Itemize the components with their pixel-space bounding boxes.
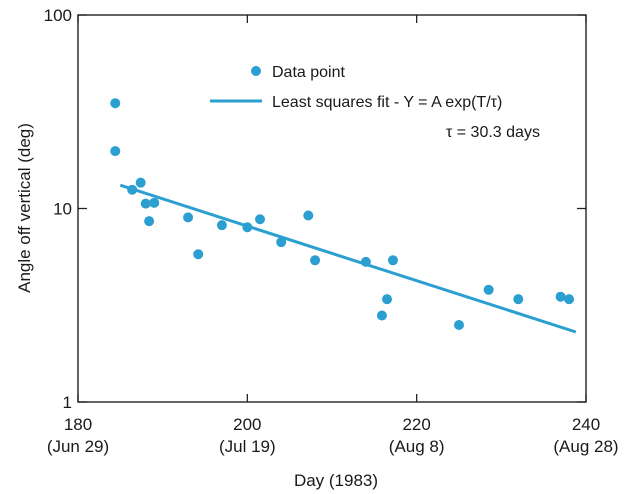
x-tick-label: 180 — [64, 415, 92, 434]
x-axis-label: Day (1983) — [294, 471, 378, 490]
data-point — [193, 249, 204, 260]
x-tick-label: 240 — [572, 415, 600, 434]
data-points — [110, 98, 575, 330]
legend-label-fit: Least squares fit - Y = A exp(T/τ) — [272, 94, 502, 111]
y-tick-label: 1 — [63, 393, 72, 412]
x-tick-sublabel: (Jul 19) — [219, 437, 276, 456]
data-point — [183, 212, 194, 223]
data-point — [255, 214, 266, 225]
data-point — [382, 294, 393, 305]
data-point — [360, 256, 371, 267]
legend-label-data-point: Data point — [272, 64, 345, 81]
data-point — [110, 146, 121, 157]
data-point — [376, 310, 387, 321]
x-tick-label: 220 — [402, 415, 430, 434]
x-tick-labels: 180 (Jun 29) 200 (Jul 19) 220 (Aug 8) 240 (Aug … — [47, 415, 619, 456]
data-point — [276, 237, 287, 248]
data-point — [564, 294, 575, 305]
legend-marker-data-point — [251, 66, 261, 76]
data-point — [135, 177, 146, 188]
axis-ticks — [77, 14, 587, 403]
data-point — [216, 220, 227, 231]
x-tick-sublabel: (Aug 28) — [553, 437, 618, 456]
y-axis-label: Angle off vertical (deg) — [15, 123, 34, 293]
data-point — [513, 294, 524, 305]
y-tick-labels: 1 10 100 — [44, 6, 72, 412]
data-point — [387, 255, 398, 266]
y-tick-label: 10 — [53, 200, 72, 219]
data-point — [483, 284, 494, 295]
data-point — [149, 197, 160, 208]
fit-line — [119, 183, 577, 334]
data-point — [127, 184, 138, 195]
data-point — [110, 98, 121, 109]
x-tick-label: 200 — [233, 415, 261, 434]
data-point — [303, 210, 314, 221]
data-point — [140, 198, 151, 209]
annotation-tau: τ = 30.3 days — [446, 124, 540, 141]
data-point — [144, 216, 155, 227]
data-point — [242, 222, 253, 233]
data-point — [310, 255, 321, 266]
data-point — [555, 291, 566, 302]
x-tick-sublabel: (Jun 29) — [47, 437, 109, 456]
y-tick-label: 100 — [44, 6, 72, 25]
x-tick-sublabel: (Aug 8) — [389, 437, 445, 456]
data-point — [454, 319, 464, 330]
